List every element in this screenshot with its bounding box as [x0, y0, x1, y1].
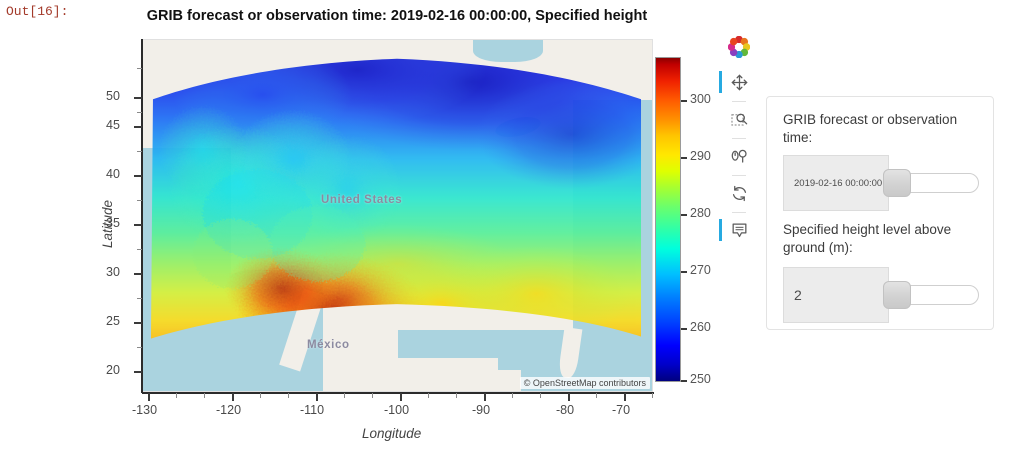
- x-axis-title: Longitude: [362, 426, 422, 441]
- box-zoom-icon: [730, 113, 747, 126]
- height-slider-handle[interactable]: [883, 281, 911, 309]
- box-zoom-tool[interactable]: [724, 104, 754, 134]
- hover-tooltip-icon: [732, 223, 746, 237]
- toolbar-separator-1: [732, 101, 746, 102]
- landmass-mexico-south: [358, 358, 498, 391]
- ocean-hudson-bay: [473, 40, 543, 62]
- bokeh-logo-icon[interactable]: [727, 35, 751, 59]
- temperature-field-svg: [150, 58, 642, 339]
- time-slider[interactable]: 2019-02-16 00:00:00: [783, 155, 979, 211]
- y-axis-line: [141, 39, 143, 393]
- x-axis-line: [142, 392, 654, 394]
- toolbar-separator-4: [732, 212, 746, 213]
- widget-panel: GRIB forecast or observation time: 2019-…: [766, 96, 994, 330]
- reset-refresh-icon: [732, 185, 746, 201]
- plot-title: GRIB forecast or observation time: 2019-…: [146, 8, 648, 24]
- y-axis-title: Latitude: [100, 199, 115, 248]
- time-slider-value: 2019-02-16 00:00:00: [794, 177, 883, 189]
- wheel-zoom-icon: [731, 149, 747, 163]
- time-slider-handle[interactable]: [883, 169, 911, 197]
- height-slider-value: 2: [794, 287, 802, 303]
- output-prompt: Out[16]:: [6, 4, 69, 19]
- time-slider-label: GRIB forecast or observation time:: [783, 112, 958, 145]
- map-label-mexico: México: [307, 339, 350, 351]
- map-label-united-states: United States: [321, 194, 403, 206]
- height-slider-label: Specified height level above ground (m):: [783, 222, 952, 255]
- reset-tool[interactable]: [724, 178, 754, 208]
- colorbar: [655, 57, 681, 382]
- height-slider[interactable]: 2: [783, 267, 979, 323]
- pan-tool[interactable]: [719, 67, 754, 97]
- toolbar-separator-3: [732, 175, 746, 176]
- height-slider-value-box: 2: [783, 267, 889, 323]
- move-arrows-icon: [730, 73, 748, 91]
- hover-tool[interactable]: [719, 215, 754, 245]
- map-attribution: © OpenStreetMap contributors: [519, 377, 650, 389]
- plot-canvas[interactable]: United States México © OpenStreetMap con…: [142, 39, 653, 392]
- grib-temperature-raster: [143, 40, 652, 391]
- bokeh-toolbar[interactable]: [719, 35, 756, 248]
- wheel-zoom-tool[interactable]: [724, 141, 754, 171]
- toolbar-separator-2: [732, 138, 746, 139]
- time-slider-value-box: 2019-02-16 00:00:00: [783, 155, 889, 211]
